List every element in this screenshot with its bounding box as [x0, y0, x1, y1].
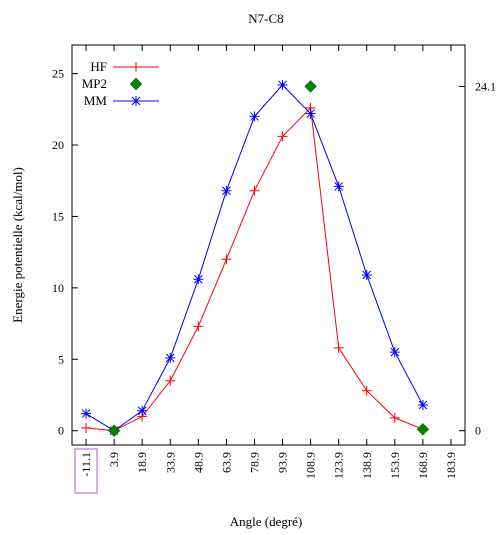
- legend-sample-mm: [113, 96, 159, 106]
- legend-label: MP2: [82, 76, 107, 91]
- x-tick-label: 33.9: [163, 452, 177, 473]
- plus-marker: [131, 62, 141, 72]
- x-tick-label: 168.9: [416, 452, 430, 479]
- star-marker: [81, 408, 92, 419]
- x-tick-label: 93.9: [276, 452, 290, 473]
- x-tick-label: 108.9: [304, 452, 318, 479]
- diamond-marker: [129, 77, 143, 91]
- y-tick-label: 10: [52, 281, 64, 295]
- series-layer: [81, 80, 430, 438]
- series-hf: [81, 102, 428, 436]
- star-marker: [131, 96, 141, 106]
- star-marker: [221, 185, 232, 196]
- legend-sample-hf: [113, 62, 159, 72]
- x-tick-label: 48.9: [191, 452, 205, 473]
- y-tick-label: 20: [52, 138, 64, 152]
- series-line-mm: [85, 84, 424, 432]
- star-marker: [417, 400, 428, 410]
- plus-marker: [221, 254, 232, 265]
- star-marker: [277, 80, 288, 90]
- diamond-marker: [107, 424, 121, 438]
- axis-ticks: -11.1 3.9 18.9 33.9 48.9 63.9 78.9 93.9 108.9 123…: [52, 45, 496, 494]
- x-tick-label: 138.9: [360, 452, 374, 479]
- diamond-marker: [304, 80, 317, 93]
- plus-marker: [193, 321, 204, 332]
- x-tick-label: 78.9: [247, 452, 261, 473]
- plus-marker: [165, 375, 176, 386]
- legend-label: MM: [84, 93, 108, 108]
- star-marker: [389, 347, 400, 358]
- y-tick-label: 15: [52, 209, 64, 223]
- legend-sample-mp2: [129, 77, 143, 91]
- diamond-marker: [416, 422, 430, 436]
- x-tick-label: 63.9: [219, 452, 233, 473]
- star-marker: [249, 111, 260, 122]
- right-tick-label: 24.1: [475, 79, 496, 93]
- x-tick-label: 18.9: [135, 452, 149, 473]
- series-mp2: [107, 80, 430, 438]
- star-marker: [137, 405, 148, 416]
- x-tick-label: 123.9: [332, 452, 346, 479]
- highlighted-tick-box: [74, 448, 98, 494]
- right-tick-label: 0: [475, 424, 481, 438]
- x-tick-label: 153.9: [388, 452, 402, 479]
- chart-title: N7-C8: [248, 11, 283, 26]
- plus-marker: [333, 342, 344, 353]
- x-tick-label: 183.9: [444, 452, 458, 479]
- star-marker: [305, 108, 316, 119]
- y-tick-label: 5: [58, 352, 64, 366]
- x-axis-label: Angle (degré): [230, 514, 303, 529]
- legend-label: HF: [90, 59, 107, 74]
- plus-marker: [277, 131, 288, 142]
- legend: HF MP2 MM: [82, 59, 159, 108]
- plot-frame: [71, 44, 466, 446]
- x-tick-label: 3.9: [107, 452, 121, 467]
- plus-marker: [389, 412, 400, 423]
- series-mm: [81, 80, 428, 436]
- y-tick-label: 0: [58, 424, 64, 438]
- y-tick-label: 25: [52, 67, 64, 81]
- series-line-hf: [85, 106, 424, 432]
- y-axis-label: Energie potentielle (kcal/mol): [10, 167, 25, 323]
- star-marker: [333, 181, 344, 192]
- star-marker: [361, 270, 372, 280]
- star-marker: [193, 274, 204, 285]
- star-marker: [165, 352, 176, 363]
- plus-marker: [249, 185, 260, 196]
- plus-marker: [81, 422, 92, 433]
- plus-marker: [361, 385, 372, 396]
- x-tick-label: -11.1: [79, 452, 93, 477]
